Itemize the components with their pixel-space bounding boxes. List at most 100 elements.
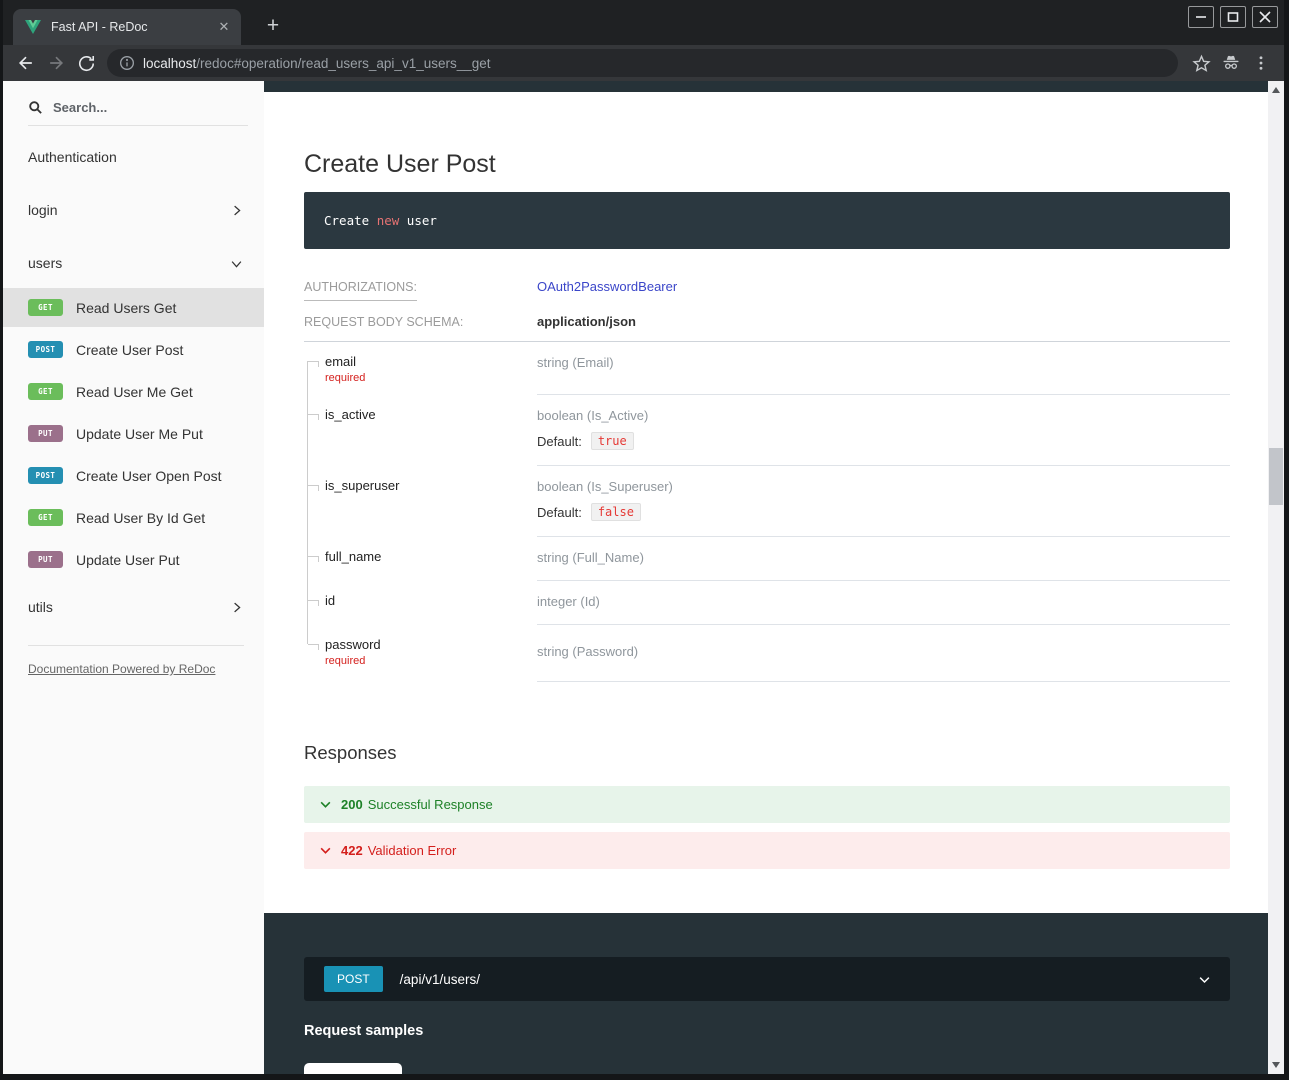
field-name-cell: full_name <box>304 537 537 581</box>
op-label: Update User Put <box>76 551 180 568</box>
field-type: boolean (Is_Active) <box>537 408 649 423</box>
op-label: Read Users Get <box>76 299 177 316</box>
op-label: Read User By Id Get <box>76 509 206 526</box>
forward-button[interactable] <box>41 48 71 78</box>
site-info-icon[interactable] <box>119 55 135 71</box>
search-icon <box>28 100 43 115</box>
field-name: is_superuser <box>325 478 400 493</box>
chevron-right-icon <box>229 203 244 218</box>
field-row-is-superuser: is_superuser boolean (Is_Superuser) Defa… <box>304 466 1230 537</box>
sidebar-item-utils[interactable]: utils <box>3 585 264 629</box>
tab-title: Fast API - ReDoc <box>51 20 148 34</box>
oauth2-link[interactable]: OAuth2PasswordBearer <box>537 279 678 294</box>
chevron-right-icon <box>229 600 244 615</box>
sidebar-item-label: Authentication <box>28 149 117 165</box>
sidebar-item-label: users <box>28 255 63 271</box>
response-label: Validation Error <box>367 843 457 858</box>
response-code: 200 <box>341 797 363 812</box>
field-type: integer (Id) <box>537 594 600 609</box>
method-badge-post: POST <box>28 341 63 358</box>
window-controls <box>1188 6 1278 28</box>
request-samples-heading: Request samples <box>304 1023 424 1039</box>
field-type-cell: integer (Id) <box>537 581 1230 625</box>
field-row-full-name: full_name string (Full_Name) <box>304 537 1230 581</box>
bookmark-star-icon[interactable] <box>1186 48 1216 78</box>
reload-button[interactable] <box>71 48 101 78</box>
responses-heading: Responses <box>304 742 397 763</box>
op-label: Read User Me Get <box>76 383 193 400</box>
op-label: Create User Open Post <box>76 467 222 484</box>
default-label: Default: <box>537 504 582 520</box>
request-samples-panel: POST /api/v1/users/ Request samples Payl… <box>264 913 1268 1074</box>
sidebar: Authentication login users GET Read <box>3 81 264 1074</box>
response-code: 422 <box>341 843 363 858</box>
field-name: id <box>325 593 336 608</box>
sidebar-item-authentication[interactable]: Authentication <box>3 135 264 179</box>
field-name-cell: id <box>304 581 537 625</box>
field-type-cell: string (Email) <box>537 342 1230 395</box>
method-badge-put: PUT <box>28 551 63 568</box>
authorizations-row: AUTHORIZATIONS: OAuth2PasswordBearer <box>304 279 1230 301</box>
sidebar-op-update-user-put[interactable]: PUT Update User Put <box>3 540 264 579</box>
scrollbar-thumb[interactable] <box>1269 448 1283 505</box>
sidebar-op-update-user-me-put[interactable]: PUT Update User Me Put <box>3 414 264 453</box>
close-button[interactable] <box>1252 6 1278 28</box>
request-body-type: application/json <box>537 314 636 329</box>
page-title: Create User Post <box>304 150 496 178</box>
field-type: string (Full_Name) <box>537 550 644 565</box>
sidebar-op-read-users-get[interactable]: GET Read Users Get <box>3 288 264 327</box>
search-input[interactable] <box>53 100 213 115</box>
field-type-cell: boolean (Is_Active) Default: true <box>537 395 1230 466</box>
url-host: localhost <box>143 55 197 71</box>
sidebar-divider <box>28 645 244 646</box>
response-200-panel[interactable]: 200 Successful Response <box>304 786 1230 823</box>
minimize-button[interactable] <box>1188 6 1214 28</box>
tab-close-icon[interactable]: ✕ <box>218 19 230 34</box>
field-name: is_active <box>325 407 376 422</box>
op-label: Update User Me Put <box>76 425 203 442</box>
field-row-is-active: is_active boolean (Is_Active) Default: t… <box>304 395 1230 466</box>
address-bar[interactable]: localhost/redoc#operation/read_users_api… <box>107 49 1178 77</box>
field-name-cell: is_superuser <box>304 466 537 537</box>
field-name: email <box>325 354 357 369</box>
new-tab-button[interactable]: + <box>266 14 280 37</box>
maximize-button[interactable] <box>1220 6 1246 28</box>
browser-tab[interactable]: Fast API - ReDoc ✕ <box>13 9 241 45</box>
response-422-panel[interactable]: 422 Validation Error <box>304 832 1230 869</box>
menu-dots-icon[interactable] <box>1246 48 1276 78</box>
chevron-down-icon <box>319 844 332 857</box>
redoc-footer-link[interactable]: Documentation Powered by ReDoc <box>28 662 216 676</box>
chevron-down-icon <box>319 798 332 811</box>
method-badge-put: PUT <box>28 425 63 442</box>
field-type: string (Email) <box>537 355 614 370</box>
endpoint-dropdown[interactable]: POST /api/v1/users/ <box>304 957 1230 1001</box>
titlebar: Fast API - ReDoc ✕ + <box>3 0 1284 45</box>
sidebar-op-create-user-open-post[interactable]: POST Create User Open Post <box>3 456 264 495</box>
sidebar-op-read-user-by-id-get[interactable]: GET Read User By Id Get <box>3 498 264 537</box>
default-value: true <box>590 432 634 450</box>
sidebar-op-read-user-me-get[interactable]: GET Read User Me Get <box>3 372 264 411</box>
field-name: password <box>325 637 381 652</box>
sidebar-item-users[interactable]: users <box>3 241 264 285</box>
scroll-up-arrow-icon[interactable] <box>1272 87 1280 93</box>
page-scrollbar[interactable] <box>1268 81 1284 1074</box>
sidebar-op-create-user-post[interactable]: POST Create User Post <box>3 330 264 369</box>
schema-divider <box>304 341 1230 342</box>
previous-section-edge <box>264 81 1268 92</box>
scroll-down-arrow-icon[interactable] <box>1272 1062 1280 1068</box>
chevron-down-icon <box>229 256 244 271</box>
sidebar-item-login[interactable]: login <box>3 188 264 232</box>
back-button[interactable] <box>11 48 41 78</box>
search-underline <box>28 125 248 126</box>
code-keyword: new <box>376 213 400 228</box>
payload-tab[interactable]: Payload <box>304 1063 402 1074</box>
field-type: boolean (Is_Superuser) <box>537 479 673 494</box>
required-flag: required <box>325 372 366 384</box>
operation-content: Create User Post Create new user AUTHORI… <box>304 92 1230 869</box>
method-badge-post: POST <box>28 467 63 484</box>
main-content: Create User Post Create new user AUTHORI… <box>264 81 1268 1074</box>
url-text: localhost/redoc#operation/read_users_api… <box>143 56 491 71</box>
response-label: Successful Response <box>367 797 493 812</box>
code-text: Create <box>324 213 377 228</box>
sidebar-item-label: utils <box>28 599 53 615</box>
